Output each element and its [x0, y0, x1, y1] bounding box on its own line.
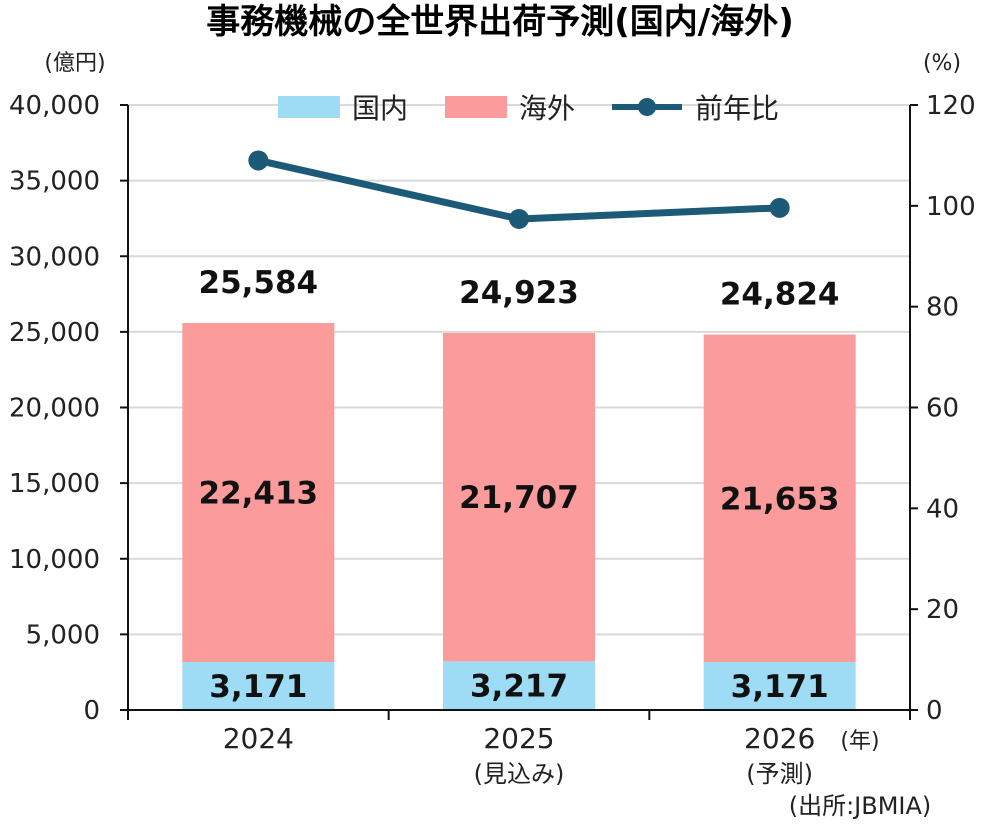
legend: 国内 海外 前年比: [278, 92, 779, 125]
right-axis-unit: (%): [923, 51, 961, 76]
right-axis-tick-label: 80: [926, 293, 959, 323]
labels-layer: 3,171 22,413 25,584 2024 3,217 21,707 24,923 20…: [199, 265, 840, 788]
right-axis-tick-label: 20: [926, 595, 959, 625]
data-label-domestic: 3,171: [731, 669, 829, 705]
data-label-total: 24,923: [459, 275, 579, 311]
left-axis-tick-label: 15,000: [9, 469, 100, 499]
source-note: (出所:JBMIA): [789, 792, 932, 820]
right-axis-tick-label: 0: [926, 696, 943, 726]
left-axis-tick-label: 40,000: [9, 91, 100, 121]
right-axis-tick-label: 100: [926, 192, 976, 222]
legend-swatch-domestic: [278, 96, 340, 118]
x-axis-category-label: 2025: [483, 722, 554, 755]
yoy-point: [248, 150, 269, 171]
legend-marker-yoy: [638, 98, 656, 116]
yoy-point: [509, 208, 529, 229]
x-axis-category-label: 2026: [744, 722, 815, 755]
data-label-domestic: 3,171: [209, 669, 307, 705]
bars-layer: [182, 323, 856, 710]
legend-label-domestic: 国内: [352, 92, 408, 125]
left-axis-unit: (億円): [44, 51, 105, 76]
axes-layer: 0 5,000 10,000 15,000 20,000 25,000 30,000 35,0…: [9, 91, 976, 726]
right-axis-tick-label: 120: [926, 91, 976, 121]
yoy-line-layer: [248, 150, 790, 229]
bar-overseas: [182, 323, 335, 663]
left-axis-tick-label: 30,000: [9, 242, 100, 272]
bar-overseas: [703, 334, 856, 663]
data-label-total: 25,584: [199, 265, 319, 301]
yoy-point: [769, 197, 790, 218]
legend-label-overseas: 海外: [519, 92, 575, 125]
left-axis-tick-label: 25,000: [9, 318, 100, 348]
x-axis-category-sublabel: (予測): [746, 760, 813, 788]
data-label-domestic: 3,217: [470, 669, 568, 705]
x-axis-unit: (年): [840, 729, 879, 754]
x-axis-category-sublabel: (見込み): [474, 760, 565, 788]
bar-domestic: [443, 661, 595, 710]
left-axis-tick-label: 20,000: [9, 394, 100, 424]
legend-label-yoy: 前年比: [695, 92, 779, 125]
data-label-overseas: 21,653: [720, 481, 840, 517]
legend-swatch-overseas: [445, 96, 507, 118]
x-axis-category-label: 2024: [223, 722, 294, 755]
data-label-total: 24,824: [720, 277, 840, 313]
right-axis-tick-label: 60: [926, 394, 959, 424]
bar-domestic: [703, 662, 856, 710]
left-axis-tick-label: 35,000: [9, 167, 100, 197]
left-axis-tick-label: 5,000: [26, 620, 100, 650]
left-axis-tick-label: 0: [83, 696, 100, 726]
bar-domestic: [182, 662, 335, 710]
left-axis-tick-label: 10,000: [9, 545, 100, 575]
bar-overseas: [443, 333, 595, 662]
data-label-overseas: 21,707: [459, 480, 579, 516]
chart-title: 事務機械の全世界出荷予測(国内/海外): [206, 2, 794, 42]
right-axis-tick-label: 40: [926, 494, 959, 524]
data-label-overseas: 22,413: [199, 476, 319, 512]
